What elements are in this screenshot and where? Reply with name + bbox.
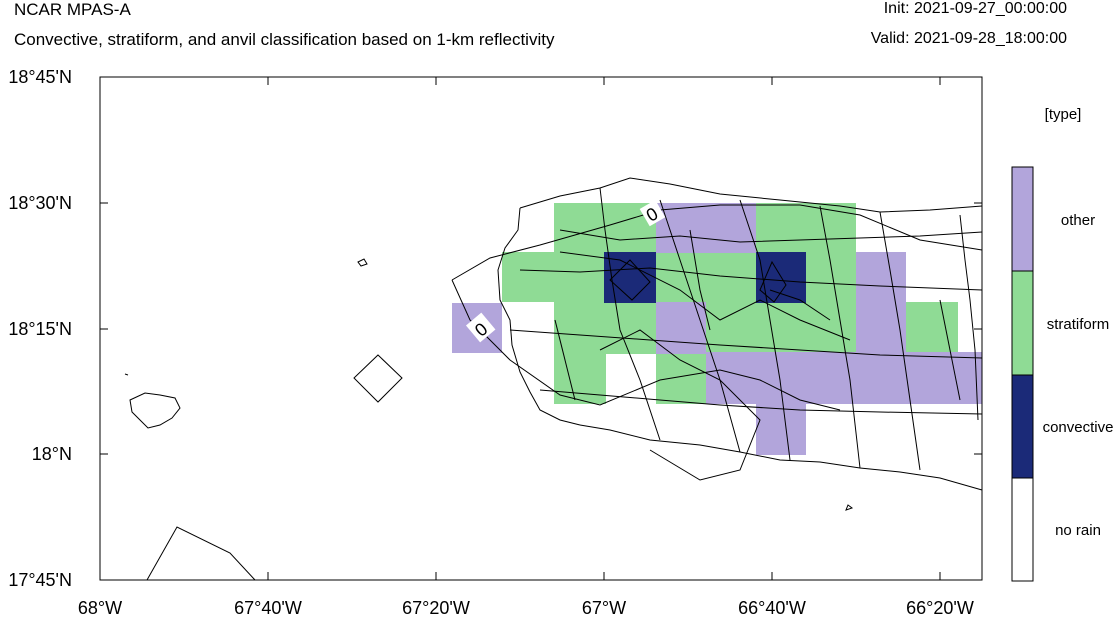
legend-title: [type] bbox=[1045, 106, 1082, 123]
y-tick-label: 18°30'N bbox=[8, 193, 72, 213]
y-axis-labels: 18°45'N 18°30'N 18°15'N 18°N 17°45'N bbox=[8, 67, 72, 590]
model-name: NCAR MPAS-A bbox=[14, 0, 131, 19]
contour-labels: 0 0 bbox=[465, 199, 666, 343]
x-tick-label: 67°W bbox=[582, 598, 626, 618]
legend-label-convective: convective bbox=[1043, 419, 1114, 436]
init-time: Init: 2021-09-27_00:00:00 bbox=[883, 0, 1067, 17]
classification-field bbox=[452, 203, 982, 455]
axis-ticks bbox=[99, 76, 982, 581]
legend-label-no-rain: no rain bbox=[1055, 522, 1101, 539]
legend: [type] other stratiform convective no ra… bbox=[1011, 106, 1114, 582]
y-tick-label: 18°45'N bbox=[8, 67, 72, 87]
x-tick-label: 67°40'W bbox=[234, 598, 302, 618]
legend-swatch-convective bbox=[1012, 375, 1033, 478]
contour-lines bbox=[146, 204, 983, 581]
legend-swatch-no-rain bbox=[1012, 478, 1033, 581]
valid-time: Valid: 2021-09-28_18:00:00 bbox=[870, 30, 1067, 47]
legend-label-other: other bbox=[1061, 212, 1095, 229]
y-tick-label: 17°45'N bbox=[8, 570, 72, 590]
plot-subtitle: Convective, stratiform, and anvil classi… bbox=[14, 30, 555, 49]
x-tick-label: 66°20'W bbox=[906, 598, 974, 618]
y-tick-label: 18°N bbox=[32, 444, 72, 464]
x-axis-labels: 68°W 67°40'W 67°20'W 67°W 66°40'W 66°20'… bbox=[78, 598, 974, 618]
legend-swatch-stratiform bbox=[1012, 271, 1033, 375]
y-tick-label: 18°15'N bbox=[8, 319, 72, 339]
x-tick-label: 67°20'W bbox=[402, 598, 470, 618]
coastlines-and-boundaries bbox=[124, 177, 983, 511]
legend-swatch-other bbox=[1012, 167, 1033, 271]
x-tick-label: 68°W bbox=[78, 598, 122, 618]
x-tick-label: 66°40'W bbox=[738, 598, 806, 618]
legend-label-stratiform: stratiform bbox=[1047, 316, 1110, 333]
